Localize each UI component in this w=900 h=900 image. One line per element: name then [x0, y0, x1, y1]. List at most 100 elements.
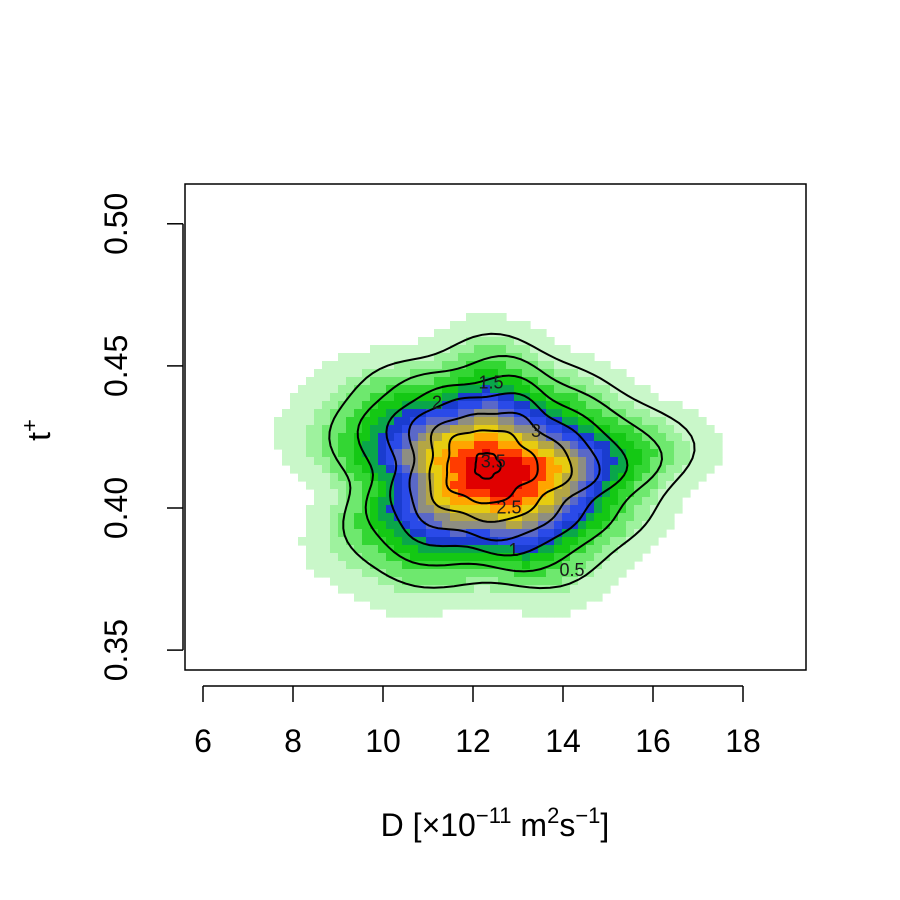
- density-cell: [506, 321, 515, 330]
- density-cell: [610, 377, 619, 386]
- density-cell: [514, 561, 523, 570]
- density-cell: [618, 489, 627, 498]
- density-cell: [426, 393, 435, 402]
- density-cell: [434, 537, 443, 546]
- density-cell: [658, 521, 667, 530]
- density-cell: [506, 521, 515, 530]
- density-cell: [618, 505, 627, 514]
- density-cell: [554, 537, 563, 546]
- density-cell: [554, 369, 563, 378]
- density-cell: [434, 593, 443, 602]
- density-cell: [354, 553, 363, 562]
- density-cell: [322, 401, 331, 410]
- density-cell: [474, 369, 483, 378]
- density-cell: [522, 465, 531, 474]
- density-cell: [370, 593, 379, 602]
- density-cell: [330, 569, 339, 578]
- density-cell: [522, 609, 531, 618]
- density-cell: [434, 601, 443, 610]
- density-cell: [418, 441, 427, 450]
- density-cell: [514, 393, 523, 402]
- density-cell: [594, 401, 603, 410]
- density-cell: [626, 529, 635, 538]
- density-cell: [522, 433, 531, 442]
- density-cell: [586, 489, 595, 498]
- density-cell: [466, 545, 475, 554]
- density-cell: [498, 329, 507, 338]
- density-cell: [682, 449, 691, 458]
- density-cell: [386, 393, 395, 402]
- contour-label-3: 3: [531, 421, 541, 441]
- density-cell: [714, 457, 723, 466]
- density-cell: [682, 409, 691, 418]
- density-cell: [650, 441, 659, 450]
- density-cell: [354, 577, 363, 586]
- density-cell: [458, 441, 467, 450]
- density-cell: [418, 529, 427, 538]
- density-cell: [474, 601, 483, 610]
- density-cell: [482, 337, 491, 346]
- density-cell: [386, 409, 395, 418]
- density-cell: [354, 561, 363, 570]
- density-cell: [610, 433, 619, 442]
- density-cell: [418, 569, 427, 578]
- density-cell: [434, 457, 443, 466]
- density-cell: [674, 449, 683, 458]
- density-cell: [626, 377, 635, 386]
- density-cell: [714, 449, 723, 458]
- density-cell: [626, 521, 635, 530]
- density-cell: [522, 369, 531, 378]
- density-cell: [610, 425, 619, 434]
- density-cell: [426, 497, 435, 506]
- density-cell: [314, 489, 323, 498]
- density-cell: [546, 441, 555, 450]
- density-cell: [530, 457, 539, 466]
- density-cell: [378, 497, 387, 506]
- density-cell: [490, 417, 499, 426]
- density-cell: [562, 505, 571, 514]
- density-cell: [330, 481, 339, 490]
- density-cell: [314, 401, 323, 410]
- density-cell: [490, 313, 499, 322]
- density-cell: [506, 473, 515, 482]
- density-cell: [546, 545, 555, 554]
- density-cell: [330, 409, 339, 418]
- density-cell: [602, 513, 611, 522]
- density-cell: [562, 577, 571, 586]
- density-cell: [562, 561, 571, 570]
- density-cell: [626, 537, 635, 546]
- density-cell: [618, 433, 627, 442]
- density-cell: [306, 465, 315, 474]
- density-cell: [362, 441, 371, 450]
- density-cell: [362, 401, 371, 410]
- density-cell: [506, 449, 515, 458]
- density-cell: [466, 473, 475, 482]
- density-cell: [538, 353, 547, 362]
- density-cell: [314, 481, 323, 490]
- density-cell: [482, 601, 491, 610]
- density-cell: [442, 385, 451, 394]
- density-cell: [570, 505, 579, 514]
- density-cell: [626, 465, 635, 474]
- density-cell: [458, 497, 467, 506]
- density-cell: [530, 497, 539, 506]
- density-cell: [514, 553, 523, 562]
- density-cell: [498, 569, 507, 578]
- density-cell: [322, 393, 331, 402]
- density-cell: [650, 489, 659, 498]
- density-cell: [442, 537, 451, 546]
- density-cell: [330, 497, 339, 506]
- density-cell: [442, 585, 451, 594]
- density-cell: [418, 425, 427, 434]
- density-cell: [506, 377, 515, 386]
- density-cell: [370, 513, 379, 522]
- density-cell: [354, 585, 363, 594]
- density-cell: [490, 545, 499, 554]
- density-cell: [546, 425, 555, 434]
- density-cell: [690, 465, 699, 474]
- density-cell: [530, 585, 539, 594]
- density-cell: [570, 601, 579, 610]
- density-cell: [354, 537, 363, 546]
- density-cell: [306, 553, 315, 562]
- density-cell: [402, 353, 411, 362]
